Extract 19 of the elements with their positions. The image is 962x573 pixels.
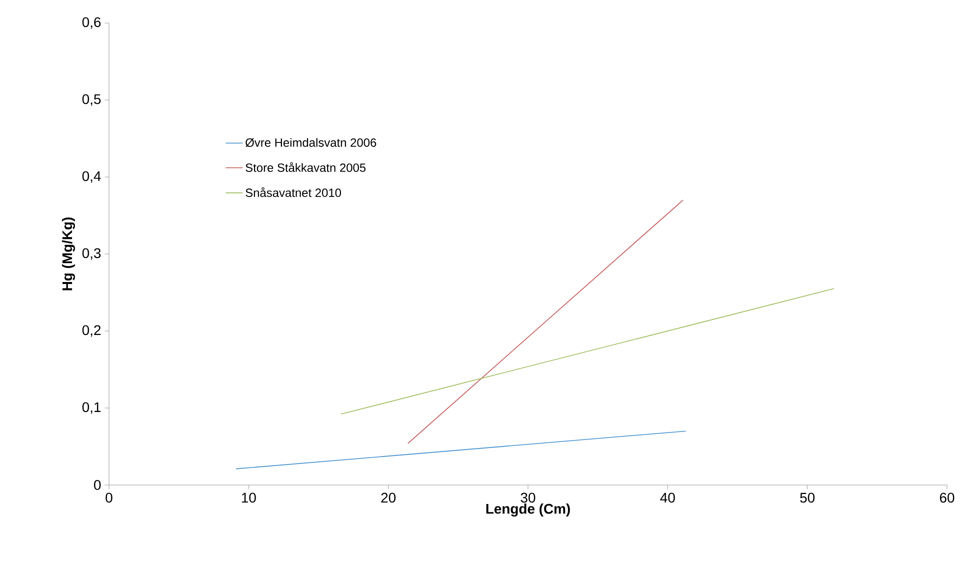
y-tick-label: 0 [94, 480, 101, 490]
x-axis-title: Lengde (Cm) [486, 504, 570, 517]
x-tick-label: 20 [381, 492, 396, 503]
y-tick-label: 0,6 [82, 17, 101, 29]
legend-label: Store Ståkkavatn 2005 [246, 162, 366, 172]
x-tick-label: 10 [242, 492, 256, 503]
x-tick-label: 60 [940, 492, 954, 503]
y-tick-label: 0,2 [82, 325, 101, 337]
x-tick-label: 30 [520, 492, 536, 503]
y-tick-label: 0,3 [82, 248, 101, 260]
y-tick-label: 0,5 [82, 94, 101, 106]
x-tick-label: 40 [660, 492, 675, 503]
x-tick-label: 50 [800, 492, 815, 503]
x-tick-label: 0 [106, 492, 112, 503]
y-tick-label: 0,1 [82, 402, 101, 414]
y-axis-title: Hg (Mg/Kg) [62, 218, 75, 290]
legend-label: Snåsavatnet 2010 [246, 187, 342, 197]
y-tick-label: 0,4 [82, 171, 101, 183]
legend-label: Øvre Heimdalsvatn 2006 [246, 138, 376, 148]
